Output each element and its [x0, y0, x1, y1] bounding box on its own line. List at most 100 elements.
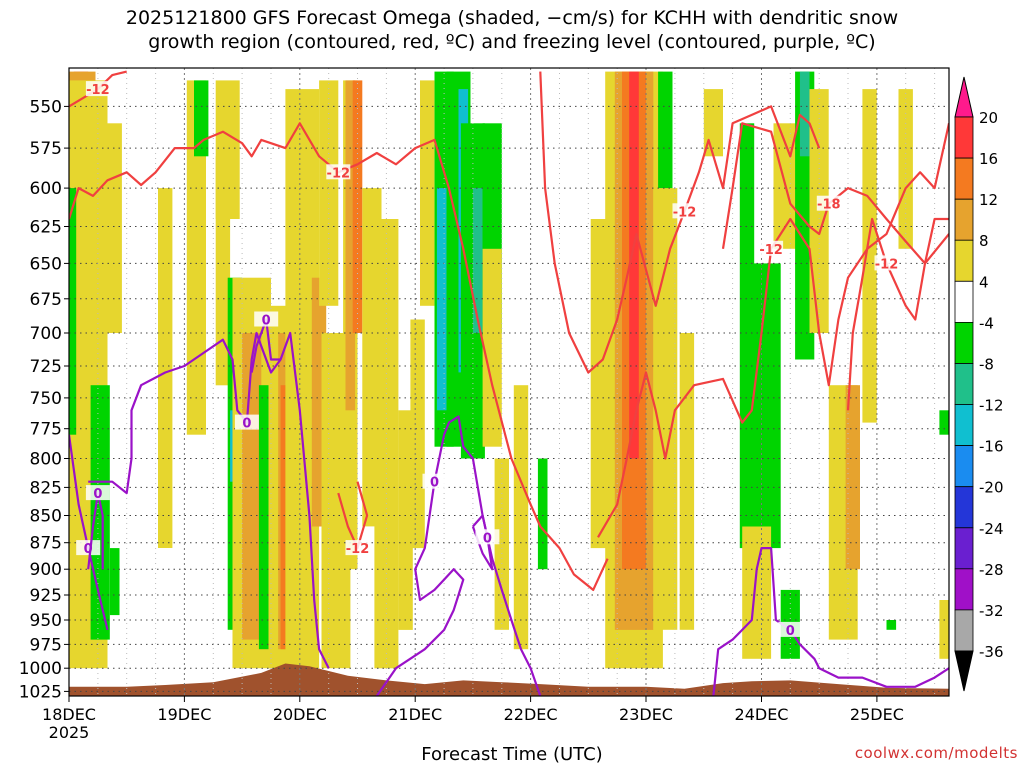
omega-cell-8 [186, 80, 206, 435]
y-tick-label-1025: 1025 [19, 682, 62, 702]
omega-shading [69, 71, 949, 669]
y-tick-label-675: 675 [30, 290, 62, 310]
omega-cell-15 [242, 333, 262, 640]
x-tick-label-0: 18DEC [42, 705, 96, 724]
omega-cell-68 [939, 600, 949, 659]
y-tick-label-725: 725 [30, 357, 62, 377]
colorbar-label-3: 8 [979, 232, 989, 250]
colorbar-bin-2 [954, 198, 974, 241]
omega-cell-59 [799, 71, 810, 157]
y-tick-label-625: 625 [30, 218, 62, 238]
freezing-contour-label-2: 0 [93, 487, 102, 502]
colorbar-label-2: 12 [979, 191, 998, 209]
omega-cell-6 [107, 123, 122, 333]
y-axis: 550 575 600 625 650 675 700 725 750 775 800 825 850 8… [19, 97, 69, 702]
y-tick-label-925: 925 [30, 586, 62, 606]
dgz-contour-label-bg-4 [816, 195, 841, 211]
y-tick-label-950: 950 [30, 611, 62, 631]
colorbar-bin-7 [954, 404, 974, 446]
x-tick-label-5: 23DEC [619, 705, 673, 724]
omega-cell-52 [679, 333, 695, 630]
freezing-contour-label-6: 0 [786, 624, 795, 639]
colorbar-label-12: -32 [979, 602, 1004, 620]
x-axis-title: Forecast Time (UTC) [421, 744, 603, 765]
dgz-contour-label-1: -12 [86, 83, 110, 98]
omega-cell-41 [513, 385, 529, 650]
grid [69, 68, 949, 696]
freezing-contours: 0 0 0 0 0 0 0 [69, 311, 949, 696]
y-tick-label-700: 700 [30, 324, 62, 344]
freezing-contour-label-bg-2 [85, 485, 110, 501]
colorbar-bin-9 [954, 486, 974, 529]
freezing-contour-label-bg-3 [254, 311, 279, 327]
colorbar-bin-5 [954, 321, 974, 364]
omega-cell-54 [739, 123, 755, 549]
dgz-contour-label-0: -12 [327, 166, 351, 181]
dgz-contour-label-bg-6 [345, 540, 370, 556]
omega-cell-51 [653, 188, 678, 630]
dgz-contour-label-5: -12 [875, 257, 899, 272]
colorbar-label-10: -24 [979, 520, 1004, 538]
colorbar-label-6: -8 [979, 356, 994, 374]
x-tick-label-2: 20DEC [273, 705, 327, 724]
dgz-contour-2 [597, 123, 949, 538]
terrain-fill [69, 663, 949, 696]
y-tick-label-775: 775 [30, 420, 62, 440]
dgz-contour-label-3: -12 [673, 205, 697, 220]
omega-cell-56 [742, 526, 772, 659]
colorbar-bin-8 [954, 445, 974, 488]
colorbar-bottom-cap [954, 650, 974, 692]
x-tick-label-7: 25DEC [850, 705, 904, 724]
omega-cell-9 [194, 80, 209, 157]
dgz-contour-label-bg-2 [759, 240, 784, 256]
freezing-contour-label-bg-6 [778, 621, 803, 637]
colorbar-bin-4 [954, 280, 974, 323]
chart-title-line-1: 2025121800 GFS Forecast Omega (shaded, −… [125, 7, 899, 29]
freezing-contour-5 [471, 514, 494, 571]
omega-cell-5 [109, 548, 120, 616]
colorbar-bin-10 [954, 527, 974, 570]
colorbar-label-13: -36 [979, 643, 1004, 661]
dgz-contour-label-bg-3 [672, 203, 697, 219]
dgz-contour-label-4: -18 [817, 198, 841, 213]
omega-cell-40 [482, 248, 502, 447]
omega-cell-64 [862, 89, 877, 423]
y-tick-label-575: 575 [30, 139, 62, 159]
terrain [69, 663, 949, 696]
omega-cell-67 [939, 410, 949, 435]
omega-cell-31 [410, 319, 425, 549]
omega-cell-43 [537, 458, 548, 570]
colorbar-label-1: 16 [979, 150, 998, 168]
y-tick-label-875: 875 [30, 534, 62, 554]
colorbar-bin-11 [954, 568, 974, 611]
y-tick-label-800: 800 [30, 450, 62, 470]
omega-cell-32 [420, 80, 435, 306]
colorbar-bin-12 [954, 609, 974, 652]
omega-cell-30 [398, 410, 413, 630]
freezing-contour-4 [375, 415, 542, 696]
omega-cell-11 [215, 156, 231, 386]
freezing-contour-label-bg-1 [234, 414, 259, 430]
colorbar-label-9: -20 [979, 479, 1004, 497]
y-tick-label-825: 825 [30, 478, 62, 498]
freezing-contour-label-0: 0 [84, 542, 93, 557]
y-tick-label-1000: 1000 [19, 659, 62, 679]
freezing-contour-label-5: 0 [483, 531, 492, 546]
colorbar-label-11: -28 [979, 561, 1004, 579]
omega-cell-63 [845, 385, 860, 570]
colorbar-bin-6 [954, 363, 974, 405]
omega-cell-7 [158, 188, 173, 548]
dgz-contours: -12 -12 -12 -12 -18 -12 -12 [69, 70, 949, 591]
omega-cell-27 [352, 80, 363, 334]
colorbar: 20 16 12 8 4 -4 -8 -12 -16 -20 -24 -28 -32 -36 [954, 76, 1004, 692]
freezing-contour-label-3: 0 [262, 314, 271, 329]
x-tick-label-6: 24DEC [735, 705, 789, 724]
omega-cell-49 [629, 71, 639, 459]
freezing-contour-label-bg-5 [475, 529, 500, 545]
x-tick-label-1: 19DEC [157, 705, 211, 724]
x-tick-sublabel-0: 2025 [49, 723, 90, 742]
omega-cell-38 [472, 188, 483, 333]
colorbar-label-5: -4 [979, 314, 994, 332]
